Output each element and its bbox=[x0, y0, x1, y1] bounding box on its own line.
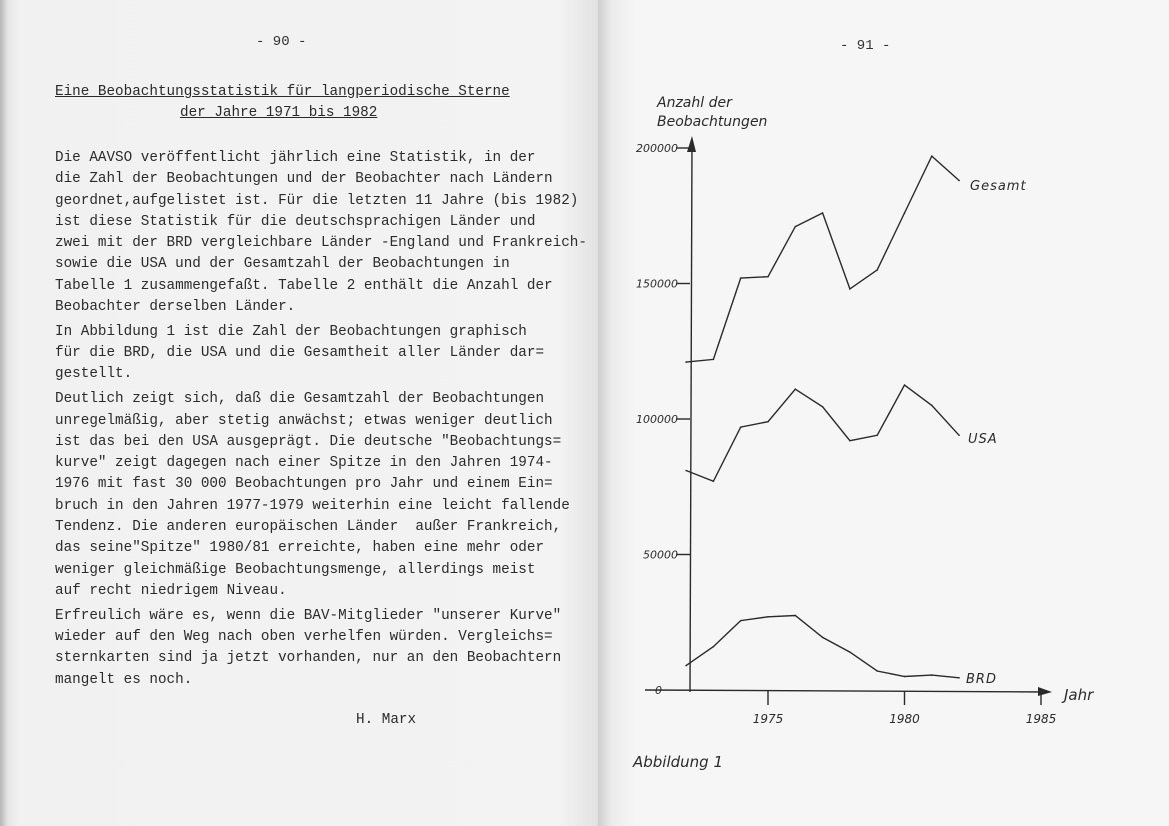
data-point bbox=[794, 225, 797, 228]
paragraph: In Abbildung 1 ist die Zahl der Beobacht… bbox=[55, 322, 587, 386]
text-line: mangelt es noch. bbox=[55, 671, 193, 688]
data-point bbox=[931, 674, 933, 676]
text-line: gestellt. bbox=[55, 366, 133, 383]
text-line: Erfreulich wäre es, wenn die BAV-Mitglie… bbox=[55, 607, 562, 624]
data-point bbox=[931, 155, 933, 157]
data-point bbox=[849, 439, 851, 442]
y-axis-arrow-icon bbox=[687, 136, 696, 152]
text-line: sternkarten sind ja jetzt vorhanden, nur… bbox=[55, 650, 562, 667]
series-line-brd bbox=[685, 614, 960, 679]
y-axis-label-line-2: Beobachtungen bbox=[657, 114, 767, 130]
text-line: In Abbildung 1 ist die Zahl der Beobacht… bbox=[55, 323, 527, 340]
series-label: USA bbox=[968, 432, 998, 447]
data-point bbox=[876, 670, 878, 672]
x-axis bbox=[644, 689, 1046, 693]
data-point bbox=[794, 388, 797, 390]
article-title-line-2: der Jahre 1971 bis 1982 bbox=[180, 105, 378, 121]
data-point bbox=[821, 406, 824, 408]
paragraph: Die AAVSO veröffentlicht jährlich eine S… bbox=[55, 148, 587, 318]
series-line-usa bbox=[685, 384, 960, 483]
data-point bbox=[739, 619, 742, 622]
text-line: bruch in den Jahren 1977-1979 weiterhin … bbox=[55, 497, 570, 514]
text-line: sowie die USA und der Gesamtzahl der Beo… bbox=[55, 256, 510, 273]
text-line: Deutlich zeigt sich, daß die Gesamtzahl … bbox=[55, 391, 545, 408]
data-point bbox=[821, 212, 824, 214]
left-page: - 90 - Eine Beobachtungsstatistik für la… bbox=[0, 0, 598, 826]
data-point bbox=[712, 480, 715, 483]
text-line: auf recht niedrigem Niveau. bbox=[55, 582, 287, 599]
data-point bbox=[739, 426, 742, 428]
data-point bbox=[767, 616, 769, 618]
author-signature: H. Marx bbox=[356, 712, 417, 728]
data-point bbox=[931, 404, 933, 407]
page-number: - 90 - bbox=[256, 34, 307, 50]
x-axis-label: Jahr bbox=[1061, 686, 1094, 704]
data-point bbox=[849, 651, 851, 653]
text-line: die Zahl der Beobachtungen und der Beoba… bbox=[55, 171, 553, 188]
data-point bbox=[685, 469, 687, 472]
y-tick-label: 50000 bbox=[643, 549, 678, 562]
data-point bbox=[849, 288, 851, 290]
y-tick-label: 200000 bbox=[636, 142, 678, 155]
data-point bbox=[876, 269, 878, 271]
page-number: - 91 - bbox=[840, 38, 891, 54]
data-point bbox=[685, 361, 687, 363]
data-point bbox=[712, 645, 715, 648]
text-line: weniger gleichmäßige Beobachtungsmenge, … bbox=[55, 561, 536, 578]
data-point bbox=[794, 614, 797, 617]
text-line: für die BRD, die USA und die Gesamtheit … bbox=[55, 345, 545, 362]
text-line: 1976 mit fast 30 000 Beobachtungen pro J… bbox=[55, 476, 553, 493]
data-point bbox=[685, 664, 687, 667]
paragraph: Erfreulich wäre es, wenn die BAV-Mitglie… bbox=[55, 606, 587, 691]
figure-caption: Abbildung 1 bbox=[632, 753, 723, 771]
data-point bbox=[903, 384, 906, 386]
series-line-gesamt bbox=[686, 154, 960, 363]
text-line: unregelmäßig, aber stetig anwächst; etwa… bbox=[55, 412, 553, 429]
y-tick-label: 0 bbox=[655, 684, 662, 697]
x-tick-label: 1975 bbox=[753, 712, 784, 726]
y-axis-label-line-1: Anzahl der bbox=[656, 95, 733, 111]
data-point bbox=[903, 675, 906, 678]
text-line: ist das bei den USA ausgeprägt. Die deut… bbox=[55, 433, 562, 450]
text-line: Tabelle 1 zusammengefaßt. Tabelle 2 enth… bbox=[55, 277, 553, 294]
article-title-line-1: Eine Beobachtungsstatistik für langperio… bbox=[55, 84, 510, 100]
x-tick-label: 1985 bbox=[1026, 712, 1057, 726]
y-axis bbox=[689, 141, 693, 693]
data-point bbox=[958, 434, 960, 437]
text-line: wieder auf den Weg nach oben verhelfen w… bbox=[55, 629, 553, 646]
series-label: Gesamt bbox=[970, 179, 1027, 194]
paragraph: Deutlich zeigt sich, daß die Gesamtzahl … bbox=[55, 389, 587, 602]
text-line: Die AAVSO veröffentlicht jährlich eine S… bbox=[55, 150, 536, 166]
data-point bbox=[739, 277, 742, 279]
text-line: Tendenz. Die anderen europäischen Länder… bbox=[55, 519, 562, 536]
data-point bbox=[903, 212, 906, 214]
data-point bbox=[821, 636, 824, 639]
x-axis-arrow-icon bbox=[1038, 687, 1052, 696]
article-body: Die AAVSO veröffentlicht jährlich eine S… bbox=[55, 148, 587, 694]
data-point bbox=[958, 179, 960, 182]
text-line: geordnet,aufgelistet ist. Für die letzte… bbox=[55, 192, 579, 209]
text-line: zwei mit der BRD vergleichbare Länder -E… bbox=[55, 235, 587, 252]
y-tick-label: 100000 bbox=[636, 413, 678, 426]
text-line: das seine"Spitze" 1980/81 erreichte, hab… bbox=[55, 540, 545, 557]
x-tick-label: 1980 bbox=[889, 712, 920, 726]
text-line: ist diese Statistik für die deutschsprac… bbox=[55, 213, 536, 230]
text-line: Beobachter derselben Länder. bbox=[55, 299, 296, 316]
series-label: BRD bbox=[966, 672, 997, 687]
data-point bbox=[712, 358, 715, 361]
data-point bbox=[958, 677, 960, 679]
text-line: kurve" zeigt dagegen nach einer Spitze i… bbox=[55, 455, 553, 472]
data-point bbox=[876, 434, 878, 437]
right-page: - 91 - bbox=[598, 0, 1169, 826]
y-tick-label: 150000 bbox=[636, 278, 678, 291]
data-point bbox=[767, 275, 769, 278]
data-point bbox=[767, 420, 769, 423]
